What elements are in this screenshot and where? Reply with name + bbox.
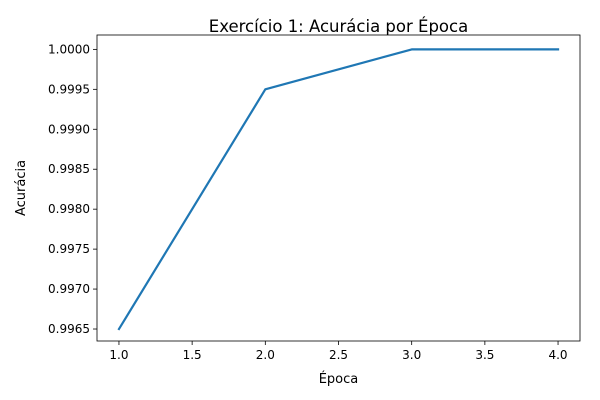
- x-tick-label: 4.0: [548, 348, 567, 362]
- x-tick-label: 1.0: [109, 348, 128, 362]
- x-axis-label: Época: [319, 371, 359, 387]
- y-tick-label: 0.9985: [48, 162, 90, 176]
- y-tick-label: 0.9995: [48, 82, 90, 96]
- y-tick-label: 1.0000: [48, 42, 90, 56]
- x-axis-ticks: 1.0 1.5 2.0 2.5 3.0 3.5 4.0: [109, 341, 568, 362]
- y-tick-label: 0.9980: [48, 202, 90, 216]
- x-tick-label: 2.5: [329, 348, 348, 362]
- x-tick-label: 3.0: [402, 348, 421, 362]
- y-tick-label: 0.9975: [48, 242, 90, 256]
- y-axis-label: Acurácia: [14, 160, 29, 216]
- series-line: [117, 48, 560, 331]
- chart-title: Exercício 1: Acurácia por Época: [209, 17, 468, 36]
- x-tick-label: 1.5: [183, 348, 202, 362]
- y-axis-ticks: 0.9965 0.9970 0.9975 0.9980 0.9985 0.9990 0.99…: [48, 42, 97, 336]
- y-tick-label: 0.9970: [48, 282, 90, 296]
- y-tick-label: 0.9990: [48, 122, 90, 136]
- x-tick-label: 3.5: [475, 348, 494, 362]
- x-tick-label: 2.0: [256, 348, 275, 362]
- y-tick-label: 0.9965: [48, 322, 90, 336]
- plot-frame: [96, 34, 581, 342]
- plot-area: [97, 35, 580, 341]
- series-layer: [117, 48, 560, 331]
